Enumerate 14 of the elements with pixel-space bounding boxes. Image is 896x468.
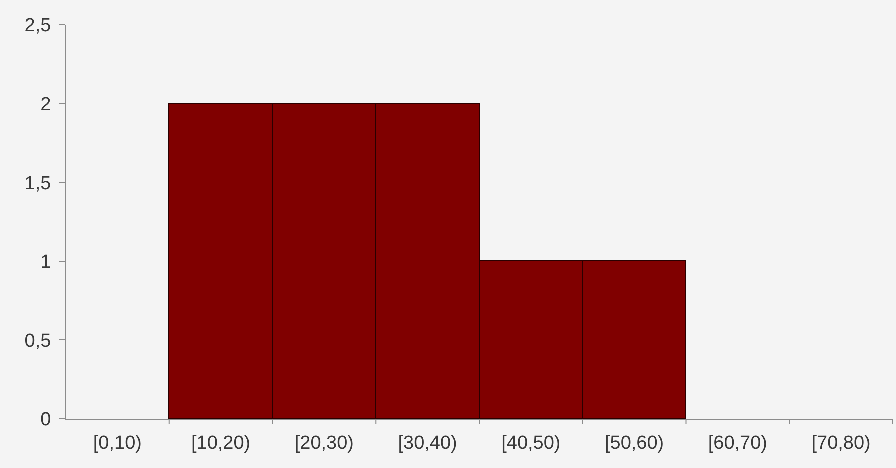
y-tick-label: 1 [40, 252, 52, 274]
y-tick-label: 1,5 [24, 173, 52, 194]
y-tick-label: 2,5 [24, 16, 52, 37]
x-tick-label: [60,70) [708, 432, 768, 454]
y-tick-label: 0,5 [24, 330, 52, 352]
y-tick-label: 2 [40, 94, 52, 116]
x-tick-label: [20,30) [294, 432, 354, 454]
x-tick-label: [40,50) [502, 432, 561, 454]
x-tick-label: [0,10) [93, 432, 142, 454]
x-tick-label: [70,80) [812, 432, 871, 454]
x-tick-label: [50,60) [604, 432, 664, 454]
x-tick-label: [30,40) [398, 432, 458, 454]
x-tick-label: [10,20) [191, 432, 251, 454]
y-tick-label: 0 [40, 410, 52, 431]
